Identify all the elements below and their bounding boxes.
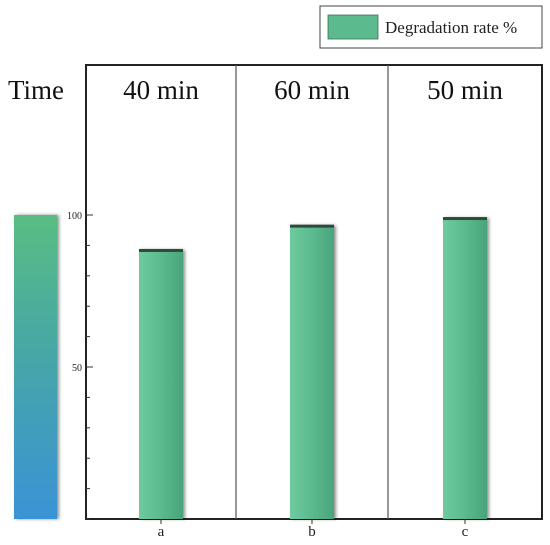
bar-c <box>443 218 487 520</box>
group-label: 40 min <box>123 75 199 105</box>
bar-b <box>290 225 334 519</box>
x-tick-label: b <box>308 524 316 540</box>
x-tick-label: c <box>462 524 469 540</box>
bar-cap-a <box>139 248 183 252</box>
bars <box>139 217 487 524</box>
bar-cap-b <box>290 224 334 228</box>
bar-a <box>139 249 183 519</box>
legend-swatch <box>327 14 379 40</box>
group-label: 60 min <box>274 75 350 105</box>
group-label: 50 min <box>427 75 503 105</box>
legend-label: Degradation rate % <box>385 18 517 37</box>
legend: Degradation rate % <box>319 5 543 49</box>
labels: a 40 min b 60 min c 50 min <box>123 75 503 540</box>
row-label: Time <box>8 75 64 105</box>
x-tick-label: a <box>158 524 165 540</box>
time-gradient-bar <box>14 215 57 519</box>
y-axis: 50 100 <box>67 211 93 520</box>
y-tick-label: 100 <box>67 211 82 222</box>
bar-cap-c <box>443 217 487 221</box>
y-tick-label: 50 <box>72 363 82 374</box>
